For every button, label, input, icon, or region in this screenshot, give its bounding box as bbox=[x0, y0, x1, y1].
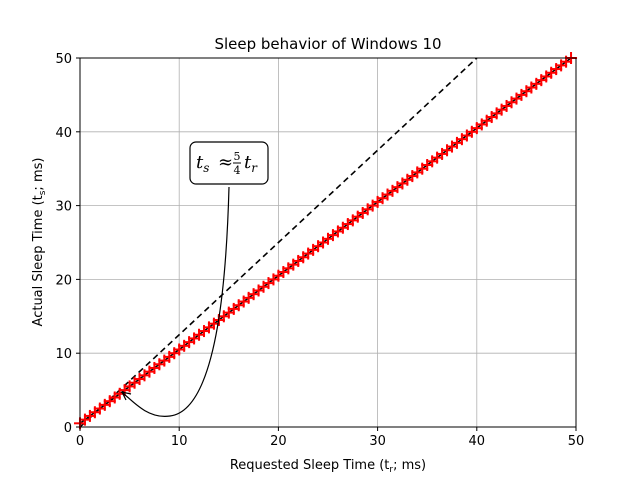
data-markers bbox=[74, 52, 578, 430]
x-tick-label: 50 bbox=[568, 434, 585, 449]
axes-frame bbox=[79, 57, 577, 428]
x-tick-label: 40 bbox=[469, 434, 486, 449]
y-axis-title-sub: s bbox=[38, 190, 48, 195]
y-tick-label: 30 bbox=[55, 200, 72, 215]
x-tick-label: 20 bbox=[270, 434, 287, 449]
y-tick-label: 20 bbox=[55, 273, 72, 288]
x-tick-label: 10 bbox=[171, 434, 188, 449]
x-axis-title-main: Requested Sleep Time (t bbox=[230, 458, 390, 473]
formula-annotation: ts ≈ 5 4 tr bbox=[121, 141, 269, 417]
x-axis-title-end: ; ms) bbox=[393, 458, 426, 473]
annotation-frac-num: 5 bbox=[234, 150, 241, 163]
y-tick-label: 40 bbox=[55, 126, 72, 141]
annotation-frac-den: 4 bbox=[234, 164, 241, 177]
y-tick-label: 50 bbox=[55, 52, 72, 67]
y-axis-title-main: Actual Sleep Time (t bbox=[31, 195, 46, 326]
annotation-approx: ≈ bbox=[218, 152, 233, 173]
y-axis-title: Actual Sleep Time (ts; ms) bbox=[31, 158, 48, 327]
annotation-rhs: tr bbox=[244, 152, 258, 175]
y-axis-title-end: ; ms) bbox=[31, 158, 46, 191]
y-tick-label: 10 bbox=[55, 347, 72, 362]
x-axis-title-sub: r bbox=[389, 465, 393, 475]
x-tick-label: 30 bbox=[369, 434, 386, 449]
ticks: 0 10 20 30 40 50 0 10 20 30 40 50 bbox=[55, 52, 584, 449]
chart-title: Sleep behavior of Windows 10 bbox=[214, 35, 441, 53]
reference-line-dashed bbox=[80, 58, 478, 427]
plot-frame bbox=[79, 57, 577, 428]
annotation-arrow bbox=[121, 186, 230, 417]
annotation-arrowhead bbox=[121, 391, 132, 401]
y-tick-label: 0 bbox=[64, 421, 72, 436]
annotation-box bbox=[189, 141, 269, 185]
x-axis-title: Requested Sleep Time (tr; ms) bbox=[230, 458, 426, 475]
annotation-lhs: ts bbox=[196, 152, 209, 175]
x-tick-label: 0 bbox=[76, 434, 84, 449]
